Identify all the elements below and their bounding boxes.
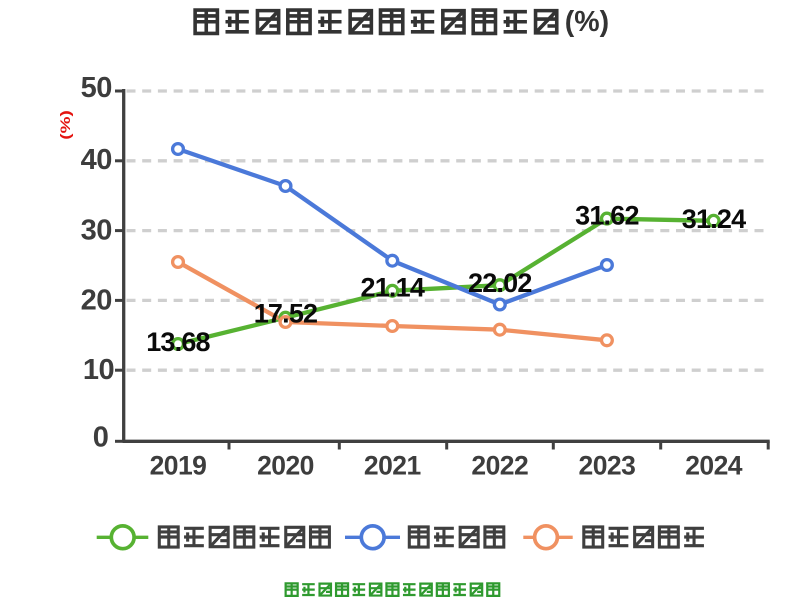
svg-text:2021: 2021 bbox=[364, 451, 421, 481]
svg-text:10: 10 bbox=[83, 354, 114, 386]
svg-text:21.14: 21.14 bbox=[361, 273, 425, 303]
svg-text:50: 50 bbox=[81, 72, 112, 104]
svg-text:31.62: 31.62 bbox=[575, 201, 639, 231]
svg-text:17.52: 17.52 bbox=[254, 299, 318, 329]
svg-text:2023: 2023 bbox=[579, 451, 636, 481]
svg-text:2020: 2020 bbox=[257, 451, 314, 481]
svg-text:2019: 2019 bbox=[150, 451, 207, 481]
svg-text:0: 0 bbox=[93, 421, 109, 453]
svg-text:13.68: 13.68 bbox=[146, 327, 210, 357]
svg-text:(%): (%) bbox=[565, 6, 609, 38]
svg-text:2022: 2022 bbox=[471, 451, 528, 481]
svg-text:22.02: 22.02 bbox=[468, 268, 532, 298]
svg-text:2024: 2024 bbox=[685, 451, 743, 481]
svg-text:31.24: 31.24 bbox=[682, 204, 746, 234]
svg-text:20: 20 bbox=[81, 285, 112, 317]
svg-text:30: 30 bbox=[81, 215, 112, 247]
svg-text:(%): (%) bbox=[58, 110, 74, 140]
svg-text:40: 40 bbox=[81, 144, 112, 176]
